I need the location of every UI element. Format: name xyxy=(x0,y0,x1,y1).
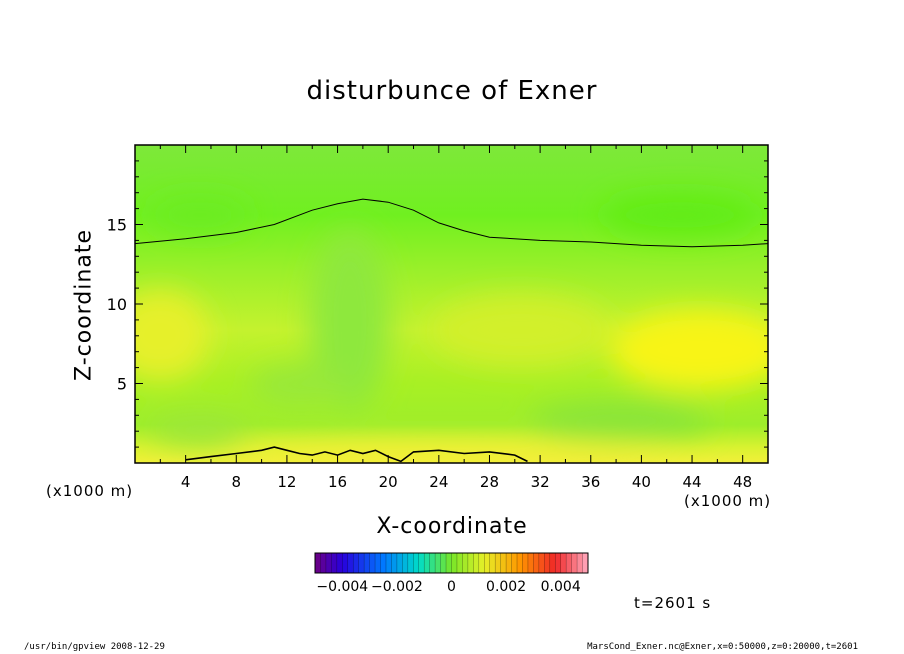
colorbar-cell xyxy=(527,553,534,573)
colorbar-cell xyxy=(385,553,392,573)
colorbar-cell xyxy=(506,553,512,573)
y-tick-label: 10 xyxy=(107,295,127,314)
heatmap-field xyxy=(135,145,768,463)
colorbar-tick-label: −0.004 xyxy=(316,579,368,595)
colorbar-cell xyxy=(325,553,332,573)
colorbar-cell xyxy=(375,553,381,573)
colorbar-cell xyxy=(320,553,327,573)
footer-left: /usr/bin/gpview 2008-12-29 xyxy=(24,642,165,652)
x-tick-label: 32 xyxy=(531,473,550,491)
x-tick-label: 24 xyxy=(429,473,448,491)
colorbar-cell xyxy=(560,553,567,573)
colorbar-cell xyxy=(418,553,425,573)
colorbar-frame xyxy=(314,552,589,574)
colorbar-tick-label: 0 xyxy=(447,579,456,595)
colorbar-cell xyxy=(429,553,436,573)
colorbar-cell xyxy=(342,553,349,573)
colorbar-cell xyxy=(473,553,480,573)
colorbar-cell xyxy=(424,553,430,573)
x-tick-label: 48 xyxy=(733,473,752,491)
x-tick-label: 36 xyxy=(581,473,600,491)
x-tick-label: 28 xyxy=(480,473,499,491)
colorbar-cell xyxy=(467,553,474,573)
colorbar-cell xyxy=(353,553,359,573)
x-axis-label: X-coordinate xyxy=(376,514,528,539)
x-tick-label: 16 xyxy=(328,473,347,491)
x-axis: 4 8 12 16 20 24 28 32 36 40 44 48 xyxy=(159,145,752,491)
colorbar-cell xyxy=(533,553,540,573)
x-tick-label: 40 xyxy=(632,473,651,491)
colorbar-cell xyxy=(347,553,354,573)
colorbar-cell xyxy=(549,553,556,573)
colorbar-cell xyxy=(495,553,501,573)
time-label: t=2601 s xyxy=(634,594,712,612)
x-tick-label: 44 xyxy=(682,473,701,491)
y-tick-label: 5 xyxy=(117,375,127,394)
colorbar-cell xyxy=(331,553,338,573)
colorbar-cell xyxy=(555,553,561,573)
colorbar-cell xyxy=(396,553,403,573)
colorbar-cell xyxy=(380,553,387,573)
colorbar-cell xyxy=(364,553,370,573)
colorbar-cell xyxy=(435,553,441,573)
colorbar-cell xyxy=(517,553,523,573)
y-axis-label: Z-coordinate xyxy=(71,229,97,381)
y-axis-unit: (x1000 m) xyxy=(46,482,134,500)
colorbar-cell xyxy=(571,553,578,573)
colorbar-cell xyxy=(522,553,529,573)
colorbar-cell xyxy=(484,553,491,573)
colorbar-cell xyxy=(407,553,414,573)
colorbar-cell xyxy=(369,553,376,573)
colorbar-cell xyxy=(566,553,572,573)
colorbar-cell xyxy=(336,553,343,573)
colorbar-cell xyxy=(478,553,485,573)
chart-title: disturbunce of Exner xyxy=(306,76,598,106)
colorbar-cell xyxy=(358,553,365,573)
colorbar-tick-label: −0.002 xyxy=(371,579,423,595)
y-tick-label: 15 xyxy=(107,216,127,235)
colorbar: −0.004 −0.002 0 0.002 0.004 xyxy=(314,552,589,595)
y-axis: 5 10 15 xyxy=(107,160,768,448)
colorbar-cell xyxy=(462,553,469,573)
colorbar-cell xyxy=(413,553,420,573)
colorbar-cell xyxy=(500,553,507,573)
colorbar-cell xyxy=(577,553,583,573)
colorbar-cell xyxy=(538,553,545,573)
colorbar-cell xyxy=(315,553,321,573)
contour-line-lower xyxy=(185,446,528,463)
colorbar-cell xyxy=(440,553,447,573)
colorbar-cell xyxy=(489,553,496,573)
colorbar-cell xyxy=(391,553,398,573)
footer-right: MarsCond_Exner.nc@Exner,x=0:50000,z=0:20… xyxy=(587,642,858,652)
x-tick-label: 12 xyxy=(277,473,296,491)
colorbar-tick-label: 0.002 xyxy=(486,579,526,595)
x-tick-label: 4 xyxy=(181,473,191,491)
colorbar-cell xyxy=(511,553,518,573)
x-tick-label: 20 xyxy=(379,473,398,491)
colorbar-cell xyxy=(544,553,551,573)
contour-lines xyxy=(135,198,768,463)
colorbar-cell xyxy=(446,553,452,573)
x-tick-label: 8 xyxy=(232,473,242,491)
colorbar-cell xyxy=(582,553,589,573)
colorbar-cell xyxy=(451,553,458,573)
x-axis-unit: (x1000 m) xyxy=(684,492,772,510)
contour-line-upper xyxy=(135,198,768,248)
colorbar-cell xyxy=(456,553,463,573)
colorbar-tick-label: 0.004 xyxy=(541,579,581,595)
colorbar-cell xyxy=(402,553,409,573)
